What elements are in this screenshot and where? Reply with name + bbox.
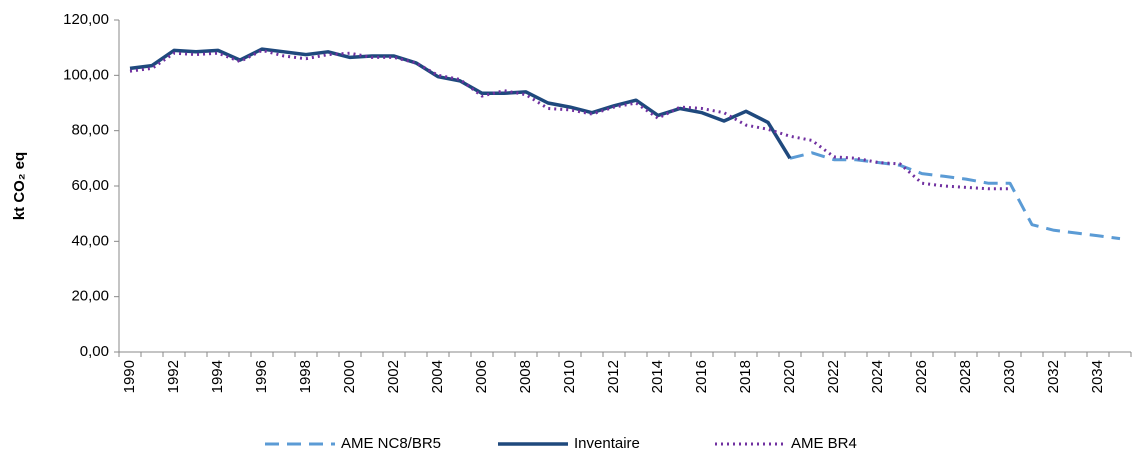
y-tick-label: 0,00	[80, 343, 109, 360]
x-tick-label: 2022	[825, 360, 842, 393]
x-tick-label: 2024	[869, 360, 886, 393]
x-tick-label: 2006	[473, 360, 490, 393]
x-tick-label: 2002	[385, 360, 402, 393]
y-tick-label: 60,00	[71, 177, 109, 194]
y-tick-label: 100,00	[63, 66, 109, 83]
x-tick-label: 2034	[1089, 360, 1106, 393]
y-tick-label: 20,00	[71, 288, 109, 305]
x-tick-label: 2014	[649, 360, 666, 393]
x-tick-label: 2008	[517, 360, 534, 393]
x-tick-label: 2004	[429, 360, 446, 393]
y-axis-label: kt CO₂ eq	[11, 152, 28, 220]
legend-label: AME BR4	[791, 435, 857, 452]
y-tick-label: 40,00	[71, 232, 109, 249]
y-tick-label: 120,00	[63, 11, 109, 28]
x-tick-label: 2032	[1045, 360, 1062, 393]
series-line	[129, 47, 792, 160]
x-tick-label: 1998	[297, 360, 314, 393]
x-tick-label: 2018	[737, 360, 754, 393]
x-tick-label: 2028	[957, 360, 974, 393]
x-tick-label: 1992	[165, 360, 182, 393]
x-tick-label: 1996	[253, 360, 270, 393]
x-tick-label: 2020	[781, 360, 798, 393]
x-tick-label: 2010	[561, 360, 578, 393]
x-tick-label: 2030	[1001, 360, 1018, 393]
series-line	[789, 151, 1121, 241]
y-tick-label: 80,00	[71, 122, 109, 139]
legend-label: AME NC8/BR5	[341, 435, 441, 452]
x-tick-label: 2000	[341, 360, 358, 393]
legend-label: Inventaire	[574, 435, 640, 452]
x-tick-label: 1990	[121, 360, 138, 393]
x-tick-label: 1994	[209, 360, 226, 393]
series-line	[129, 48, 1010, 191]
x-tick-label: 2016	[693, 360, 710, 393]
x-tick-label: 2026	[913, 360, 930, 393]
x-tick-label: 2012	[605, 360, 622, 393]
